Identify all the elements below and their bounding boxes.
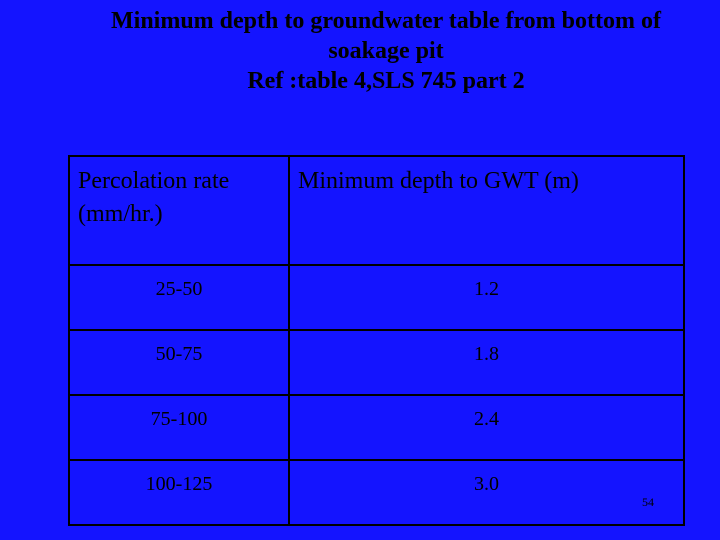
page-number: 54 [642, 495, 654, 509]
table: Percolation rate (mm/hr.) Minimum depth … [68, 155, 685, 526]
table-row: 100-125 3.0 [68, 459, 685, 526]
reference: Ref :table 4,SLS 745 part 2 [247, 68, 525, 94]
table-cell: 50-75 [68, 329, 290, 396]
table-row: 50-75 1.8 [68, 329, 685, 396]
table-cell: 100-125 [68, 459, 290, 526]
header-cell: Minimum depth to GWT (m) [288, 155, 685, 266]
table-cell: 1.2 [288, 264, 685, 331]
title: Minimum depth to groundwater table from … [111, 8, 661, 64]
table-row: 75-100 2.4 [68, 394, 685, 461]
table-cell: 25-50 [68, 264, 290, 331]
table-cell: 1.8 [288, 329, 685, 396]
table-cell: 75-100 [68, 394, 290, 461]
table-row: 25-50 1.2 [68, 264, 685, 331]
header-row: Percolation rate (mm/hr.) Minimum depth … [68, 155, 685, 266]
table-cell: 3.0 [288, 459, 685, 526]
title-block: Minimum depth to groundwater table from … [70, 6, 702, 96]
table-body: Percolation rate (mm/hr.) Minimum depth … [68, 155, 685, 526]
header-cell: Percolation rate (mm/hr.) [68, 155, 290, 266]
table-cell: 2.4 [288, 394, 685, 461]
